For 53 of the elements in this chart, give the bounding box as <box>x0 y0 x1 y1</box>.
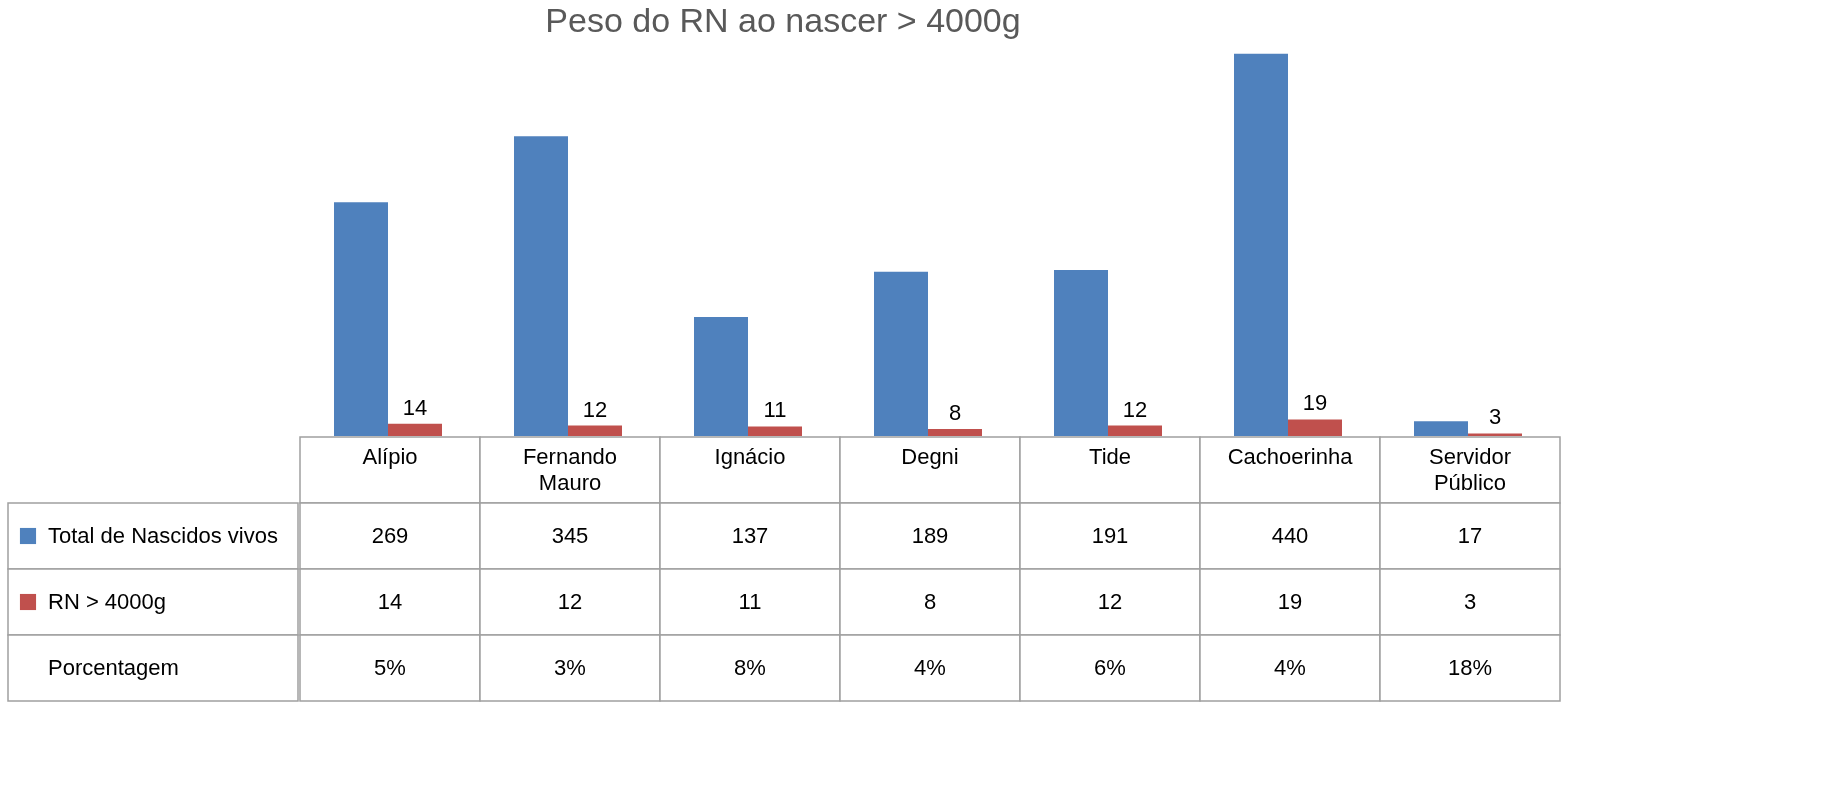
text: 4% <box>914 655 946 680</box>
annotation: 11 <box>763 397 787 423</box>
annotation: 3 <box>1488 404 1502 430</box>
data-label: 12 <box>557 589 583 614</box>
data-label: 11 <box>738 589 762 614</box>
data-label: 189 <box>911 523 949 548</box>
x-tick-label: Alípio <box>362 444 418 469</box>
annotation: 14 <box>402 394 428 420</box>
data-label: 191 <box>1091 523 1129 548</box>
data-label: 269 <box>371 523 409 548</box>
bar <box>388 423 442 436</box>
text: 3% <box>554 655 586 680</box>
data-label: 17 <box>1457 523 1483 548</box>
bar <box>334 202 388 436</box>
data-label: 3 <box>1463 589 1477 614</box>
bar <box>748 426 802 436</box>
x-tick-label: Cachoerinha <box>1227 444 1354 469</box>
bar <box>1234 53 1288 436</box>
data-label: 12 <box>1097 589 1123 614</box>
bar <box>694 316 748 436</box>
text: Porcentagem <box>48 655 179 680</box>
bar <box>1288 419 1342 436</box>
x-tick-label: Servidor Público <box>1429 444 1511 495</box>
bar <box>568 425 622 436</box>
data-label: 440 <box>1271 523 1309 548</box>
bar <box>514 136 568 436</box>
text: 18% <box>1447 655 1493 680</box>
bar <box>874 271 928 436</box>
bar <box>1414 421 1468 436</box>
x-tick-label: Degni <box>901 444 959 469</box>
text: 6% <box>1094 655 1126 680</box>
data-label: 8 <box>923 589 937 614</box>
x-tick-label: Ignácio <box>714 444 786 469</box>
text: 4% <box>1274 655 1306 680</box>
data-label: 137 <box>731 523 769 548</box>
legend-label: RN > 4000g <box>48 589 167 614</box>
bar <box>1468 433 1522 436</box>
data-label: 14 <box>377 589 403 614</box>
annotation: 8 <box>948 400 962 426</box>
annotation: 12 <box>1122 396 1148 422</box>
chart-title: Peso do RN ao nascer > 4000g <box>545 1 1021 40</box>
annotation: 12 <box>582 396 608 422</box>
x-tick-label: Fernando Mauro <box>522 444 618 495</box>
data-label: 345 <box>551 523 589 548</box>
annotation: 19 <box>1302 390 1328 416</box>
legend-label: Total de Nascidos vivos <box>48 523 278 548</box>
text: 5% <box>374 655 406 680</box>
bar <box>1054 270 1108 436</box>
x-tick-label: Tide <box>1089 444 1131 469</box>
data-label: 19 <box>1277 589 1303 614</box>
text: 8% <box>734 655 766 680</box>
bar <box>928 429 982 436</box>
bar <box>1108 425 1162 436</box>
